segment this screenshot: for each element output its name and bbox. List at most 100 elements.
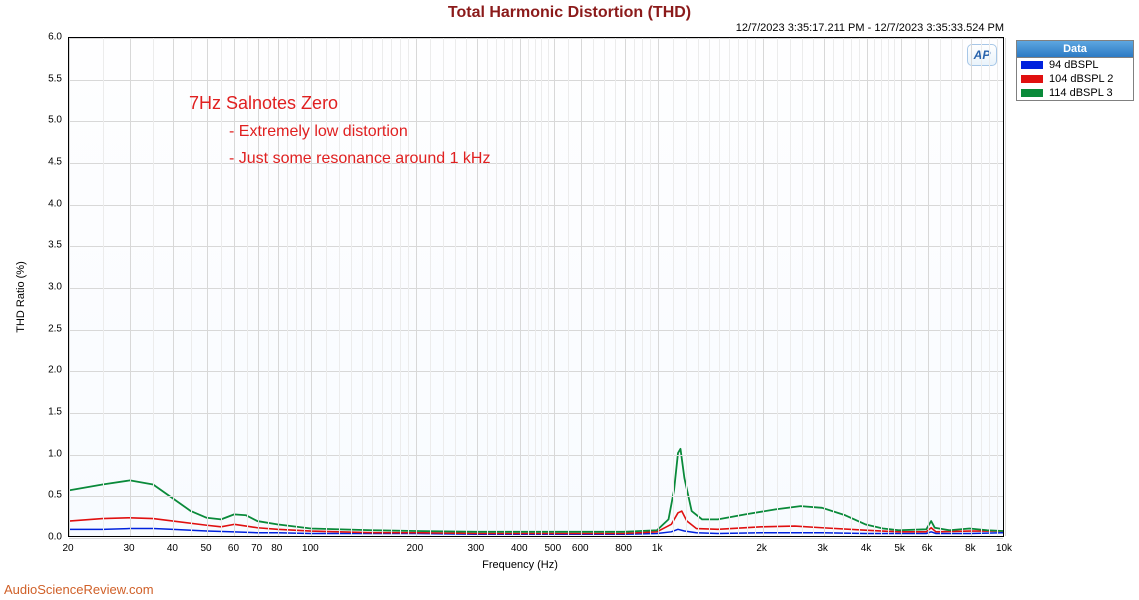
legend-label: 94 dBSPL — [1049, 59, 1099, 71]
grid-h-line — [69, 413, 1003, 414]
y-tick-label: 1.5 — [34, 407, 62, 418]
x-tick-label: 300 — [468, 543, 485, 554]
grid-v-minor — [372, 38, 373, 536]
plot-area: AP 7Hz Salnotes Zero- Extremely low dist… — [68, 37, 1004, 537]
x-tick-label: 80 — [271, 543, 282, 554]
grid-v-line — [581, 38, 582, 536]
y-tick-label: 2.5 — [34, 323, 62, 334]
y-axis-label: THD Ratio (%) — [15, 261, 27, 333]
x-tick-label: 60 — [228, 543, 239, 554]
grid-v-minor — [153, 38, 154, 536]
grid-v-minor — [496, 38, 497, 536]
x-tick-label: 30 — [124, 543, 135, 554]
legend-item: 94 dBSPL — [1017, 58, 1133, 72]
grid-v-minor — [400, 38, 401, 536]
grid-v-minor — [408, 38, 409, 536]
y-tick-label: 3.0 — [34, 282, 62, 293]
y-tick-label: 4.0 — [34, 198, 62, 209]
grid-v-minor — [874, 38, 875, 536]
grid-v-minor — [915, 38, 916, 536]
grid-v-minor — [634, 38, 635, 536]
grid-h-line — [69, 330, 1003, 331]
legend-swatch — [1021, 61, 1043, 69]
grid-v-line — [1005, 38, 1006, 536]
x-tick-label: 40 — [167, 543, 178, 554]
legend: Data 94 dBSPL104 dBSPL 2114 dBSPL 3 — [1016, 40, 1134, 101]
grid-v-minor — [650, 38, 651, 536]
grid-h-line — [69, 496, 1003, 497]
grid-v-minor — [535, 38, 536, 536]
x-tick-label: 5k — [894, 543, 905, 554]
plot-container: THD Ratio (%) Frequency (Hz) AP 7Hz Saln… — [36, 37, 1004, 557]
grid-v-minor — [642, 38, 643, 536]
y-tick-label: 0.0 — [34, 532, 62, 543]
grid-v-minor — [548, 38, 549, 536]
x-tick-label: 4k — [861, 543, 872, 554]
x-tick-label: 2k — [756, 543, 767, 554]
grid-v-minor — [790, 38, 791, 536]
grid-h-line — [69, 288, 1003, 289]
grid-v-minor — [382, 38, 383, 536]
grid-h-line — [69, 205, 1003, 206]
grid-v-line — [824, 38, 825, 536]
grid-v-minor — [802, 38, 803, 536]
grid-v-line — [901, 38, 902, 536]
y-tick-label: 0.5 — [34, 490, 62, 501]
grid-v-minor — [709, 38, 710, 536]
grid-v-minor — [615, 38, 616, 536]
grid-v-minor — [851, 38, 852, 536]
legend-item: 104 dBSPL 2 — [1017, 72, 1133, 86]
watermark: AudioScienceReview.com — [4, 582, 154, 597]
grid-v-minor — [528, 38, 529, 536]
x-tick-label: 6k — [922, 543, 933, 554]
grid-v-minor — [843, 38, 844, 536]
grid-h-line — [69, 38, 1003, 39]
x-tick-label: 10k — [996, 543, 1012, 554]
grid-v-minor — [455, 38, 456, 536]
y-tick-label: 1.0 — [34, 448, 62, 459]
grid-v-minor — [738, 38, 739, 536]
grid-v-minor — [466, 38, 467, 536]
legend-swatch — [1021, 75, 1043, 83]
x-tick-label: 50 — [200, 543, 211, 554]
grid-h-line — [69, 538, 1003, 539]
grid-v-minor — [859, 38, 860, 536]
x-tick-label: 400 — [511, 543, 528, 554]
grid-v-minor — [777, 38, 778, 536]
grid-v-minor — [504, 38, 505, 536]
x-tick-label: 600 — [572, 543, 589, 554]
grid-v-minor — [339, 38, 340, 536]
grid-v-minor — [673, 38, 674, 536]
grid-v-minor — [755, 38, 756, 536]
grid-v-minor — [103, 38, 104, 536]
x-tick-label: 70 — [251, 543, 262, 554]
grid-v-minor — [698, 38, 699, 536]
chart-title: Total Harmonic Distortion (THD) — [0, 0, 1139, 22]
grid-v-line — [69, 38, 70, 536]
grid-v-minor — [430, 38, 431, 536]
grid-v-minor — [747, 38, 748, 536]
grid-v-line — [416, 38, 417, 536]
x-tick-label: 800 — [615, 543, 632, 554]
grid-v-minor — [443, 38, 444, 536]
legend-item: 114 dBSPL 3 — [1017, 86, 1133, 100]
grid-h-line — [69, 163, 1003, 164]
grid-v-line — [658, 38, 659, 536]
grid-v-minor — [487, 38, 488, 536]
x-tick-label: 8k — [965, 543, 976, 554]
grid-v-line — [130, 38, 131, 536]
grid-v-minor — [951, 38, 952, 536]
legend-label: 104 dBSPL 2 — [1049, 73, 1113, 85]
grid-v-minor — [593, 38, 594, 536]
grid-v-line — [520, 38, 521, 536]
y-tick-label: 4.5 — [34, 157, 62, 168]
grid-v-minor — [729, 38, 730, 536]
grid-v-line — [625, 38, 626, 536]
grid-v-minor — [351, 38, 352, 536]
legend-body: 94 dBSPL 104 dBSPL 2 114 dBSPL 3 — [1017, 58, 1133, 100]
legend-label: 114 dBSPL 3 — [1049, 87, 1113, 99]
grid-v-minor — [686, 38, 687, 536]
grid-v-line — [763, 38, 764, 536]
x-tick-label: 500 — [544, 543, 561, 554]
grid-v-minor — [391, 38, 392, 536]
